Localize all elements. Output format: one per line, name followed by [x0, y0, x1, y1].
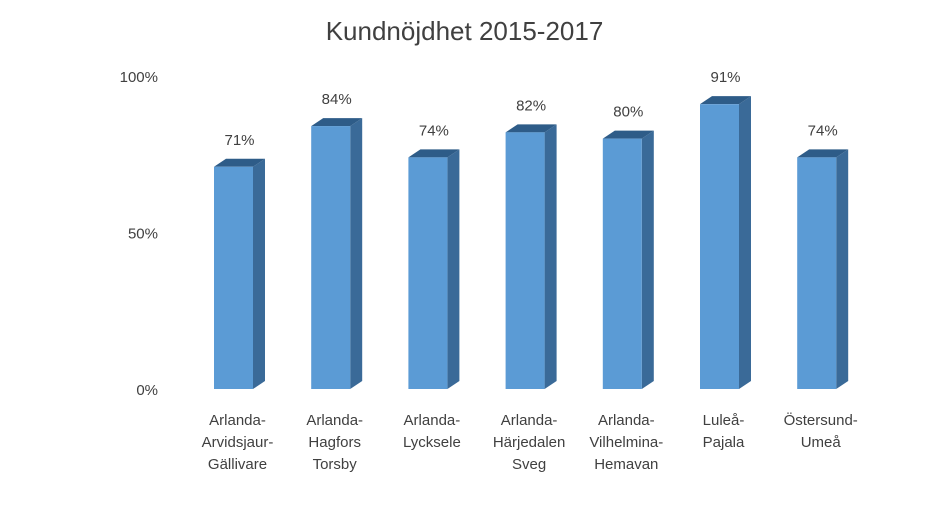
data-label: 80%: [613, 104, 643, 121]
bar-side: [544, 124, 557, 389]
bar-front: [797, 157, 837, 389]
bar-side: [739, 96, 751, 390]
bar: [408, 149, 460, 389]
bar-top: [602, 130, 654, 139]
bar-front: [505, 132, 545, 389]
bar-top: [797, 149, 849, 158]
bar: [505, 124, 557, 389]
bar: [700, 96, 751, 390]
bar: [311, 118, 363, 389]
data-label: 82%: [516, 97, 546, 114]
data-label: 91%: [710, 69, 740, 86]
bar-front: [311, 126, 351, 389]
x-tick-label: Östersund-Umeå: [784, 411, 858, 451]
x-tick-label: Arlanda-Lycksele: [403, 412, 461, 451]
data-label: 84%: [322, 91, 352, 108]
bar-front: [602, 138, 642, 389]
bar-front: [214, 166, 253, 389]
bar: [602, 130, 654, 389]
data-label: 74%: [808, 122, 838, 139]
bar-front: [408, 157, 448, 389]
data-label: 74%: [419, 122, 449, 139]
bar-side: [447, 149, 460, 389]
bar-side: [836, 149, 849, 389]
x-tick-label: Arlanda-Hagfors Torsby: [306, 412, 363, 473]
chart-title: Kundnöjdhet 2015-2017: [325, 16, 604, 46]
x-tick-label: Arlanda-Vilhelmina-Hemavan: [589, 412, 663, 473]
bar-side: [641, 130, 654, 389]
y-tick-label: 0%: [136, 382, 158, 399]
bar-side: [253, 158, 265, 389]
bar-side: [350, 118, 363, 389]
bar-top: [214, 158, 265, 167]
y-tick-label: 100%: [120, 69, 158, 86]
x-tick-label: Arlanda-Arvidsjaur-Gällivare: [202, 412, 274, 473]
x-tick-label: Arlanda-Härjedalen Sveg: [493, 412, 566, 473]
bar-top: [505, 124, 557, 133]
bar-front: [700, 104, 739, 390]
bar-top: [408, 149, 460, 158]
y-tick-label: 50%: [128, 226, 158, 243]
x-tick-label: Luleå-Pajala: [703, 412, 745, 451]
bar-top: [700, 96, 751, 105]
data-label: 71%: [224, 132, 254, 149]
bar-top: [311, 118, 363, 127]
bar: [797, 149, 849, 389]
bar: [214, 158, 265, 389]
